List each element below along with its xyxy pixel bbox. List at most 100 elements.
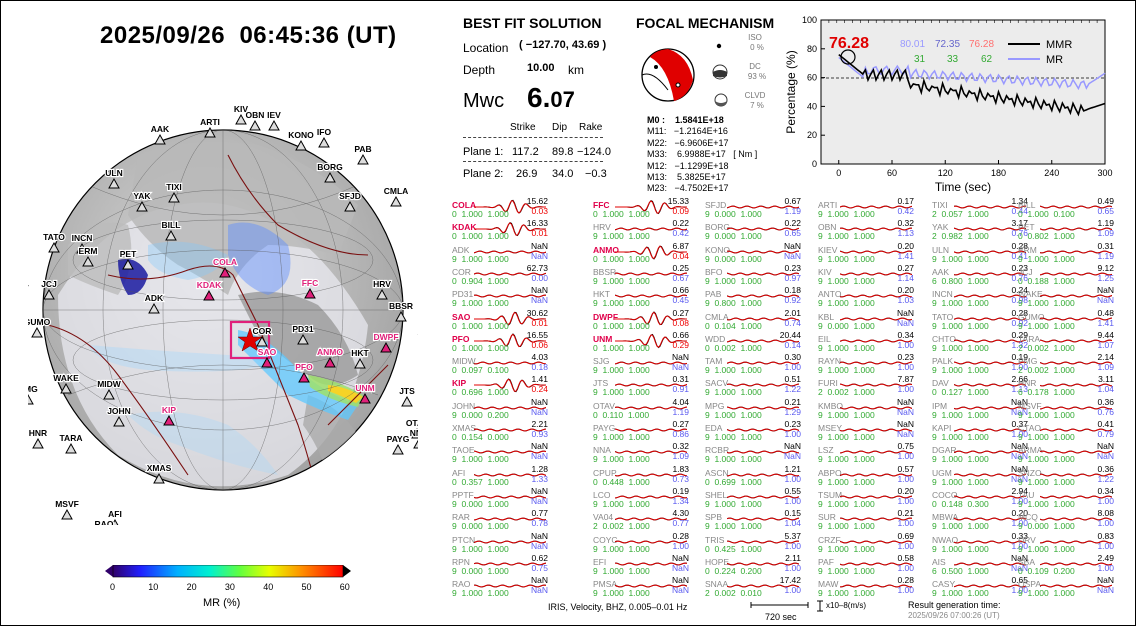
station-panel: PD31 NaN NaN 9 1.000 1.000	[452, 285, 564, 309]
station-marker	[304, 287, 316, 299]
variance-value: 1.19	[784, 206, 801, 216]
waveform-plot	[1040, 539, 1112, 544]
station-panel: TSUM 0.20 1.00 9 1.000 1.000	[818, 486, 930, 510]
station-map-label: HNR	[29, 428, 47, 438]
station-map-label: KIP	[162, 405, 177, 415]
synthetic-trace	[474, 272, 546, 276]
variance-value: 1.00	[1097, 540, 1114, 551]
synthetic-trace	[1040, 562, 1112, 566]
station-marker	[111, 518, 119, 525]
station-panel: COYC 0.28 1.00 9 1.000 1.000	[593, 531, 705, 555]
station-name: WDD	[705, 333, 726, 344]
synthetic-trace	[954, 428, 1026, 432]
station-panel: CMLA 2.01 0.74 0 0.104 1.000	[705, 308, 817, 332]
synthetic-trace	[727, 250, 799, 253]
variance-value: 1.00	[1011, 540, 1028, 551]
station-name: PAB	[705, 289, 722, 300]
station-name: HKT	[593, 289, 610, 300]
station-map-label: ADK	[145, 293, 164, 303]
station-name: PTCN	[452, 534, 476, 545]
station-panel: QSPA NaN NaN 9 1.000 1.000	[1018, 575, 1130, 599]
station-panel: LCO 0.19 1.34 9 1.000 1.000	[593, 486, 705, 510]
amplitude-value: 0.75	[897, 441, 914, 452]
station-marker	[136, 200, 148, 212]
variance-value: 1.22	[1097, 473, 1114, 484]
amplitude-value: 2.94	[1011, 485, 1028, 496]
station-marker	[256, 335, 268, 347]
station-name: AAK	[932, 266, 950, 277]
station-panel: OTAV 4.04 1.19 0 0.110 1.000	[593, 397, 705, 421]
station-name: RAR	[452, 512, 470, 523]
variance-value: 1.00	[1097, 518, 1114, 529]
station-panel: VA04 4.30 0.77 2 0.002 1.000	[593, 508, 705, 532]
amplitude-value: 0.34	[897, 329, 914, 340]
station-panel: HKT 0.66 0.45 9 1.000 1.000	[593, 285, 705, 309]
amplitude-value: NaN	[1010, 396, 1028, 407]
station-map-label: OTAV	[406, 418, 418, 428]
station-stats: 0 0.097 0.100	[452, 365, 509, 376]
synthetic-trace	[474, 250, 546, 253]
station-map-label: FFC	[302, 278, 319, 288]
amplitude-value: 0.83	[1097, 530, 1114, 541]
station-stats: 9 1.000 1.000	[452, 543, 509, 554]
synthetic-trace	[727, 227, 799, 231]
station-panel: MSVF 0.36 0.76 9 1.000 1.000	[1018, 397, 1130, 421]
synthetic-trace	[840, 428, 912, 432]
station-marker	[148, 302, 160, 314]
amplitude-value: 0.33	[1011, 530, 1028, 541]
amplitude-value: 0.23	[784, 419, 801, 429]
station-name: KIP	[452, 378, 467, 389]
synthetic-trace	[474, 333, 546, 348]
variance-value: 0.06	[531, 339, 548, 350]
station-stats: 9 1.000 1.000	[593, 454, 650, 465]
station-marker	[298, 371, 310, 383]
station-stats: 0 0.148 0.300	[932, 498, 989, 509]
station-stats: 0 0.127 1.000	[932, 387, 989, 398]
synthetic-trace	[954, 540, 1026, 543]
station-panel: IPM NaN NaN 9 1.000 1.000	[932, 397, 1044, 421]
synthetic-trace	[615, 473, 687, 476]
waveform-plot	[1040, 272, 1112, 276]
station-marker	[380, 341, 392, 353]
amplitude-value: 0.66	[672, 285, 689, 296]
waveform-plot	[840, 383, 912, 387]
variance-value: NaN	[530, 451, 548, 462]
variance-value: 1.41	[897, 250, 914, 261]
station-name: PD31	[452, 289, 474, 300]
station-panel: PMG 2.14 1.09 2 0.002 1.000	[1018, 352, 1130, 376]
station-stats: 0 0.699 1.000	[705, 476, 762, 487]
station-stats: 9 1.000 1.000	[593, 298, 650, 309]
waveform-plot	[954, 361, 1026, 365]
amplitude-value: 1.21	[784, 463, 801, 474]
station-map-label: ARTI	[200, 117, 220, 127]
amplitude-value: 0.23	[784, 262, 801, 273]
waveform-plot	[840, 517, 912, 521]
station-panel: SNZO 0.36 1.22 9 1.000 1.000	[1018, 464, 1130, 488]
synthetic-trace	[840, 562, 912, 566]
waveform-plot	[954, 584, 1026, 588]
station-name: NWAO	[932, 534, 959, 545]
station-panel: SNAA 17.42 1.00 2 0.002 0.010	[705, 575, 817, 599]
station-panel: CASY 0.65 1.00 9 1.000 1.000	[932, 575, 1044, 599]
station-map-label: PET	[120, 249, 137, 259]
generation-time: 2025/09/26 07:00:26 (UT)	[908, 611, 1000, 620]
station-map-label: NNA	[410, 428, 418, 438]
waveform-plot	[1040, 584, 1112, 588]
station-panel: HNR 3.11 1.04 6 0.178 1.000	[1018, 374, 1130, 398]
synthetic-trace	[840, 205, 912, 209]
station-panel: BORG 0.22 0.65 9 0.000 1.000	[705, 218, 817, 242]
synthetic-trace	[954, 227, 1026, 231]
variance-value: 1.00	[1011, 518, 1028, 529]
x-axis-label: Time (sec)	[935, 180, 991, 194]
amplitude-value: 0.67	[784, 196, 801, 206]
synthetic-trace	[727, 450, 799, 454]
waveform-plot	[954, 539, 1026, 544]
station-map-label: HRV	[373, 279, 391, 289]
station-panel: BBSR 0.25 0.67 9 1.000 1.000	[593, 263, 705, 287]
station-map-label: PD31	[292, 324, 314, 334]
station-marker	[261, 356, 273, 368]
amplitude-value: 0.21	[897, 508, 914, 519]
station-name: BFO	[705, 266, 723, 277]
station-stats: 9 1.000 1.000	[593, 275, 650, 286]
